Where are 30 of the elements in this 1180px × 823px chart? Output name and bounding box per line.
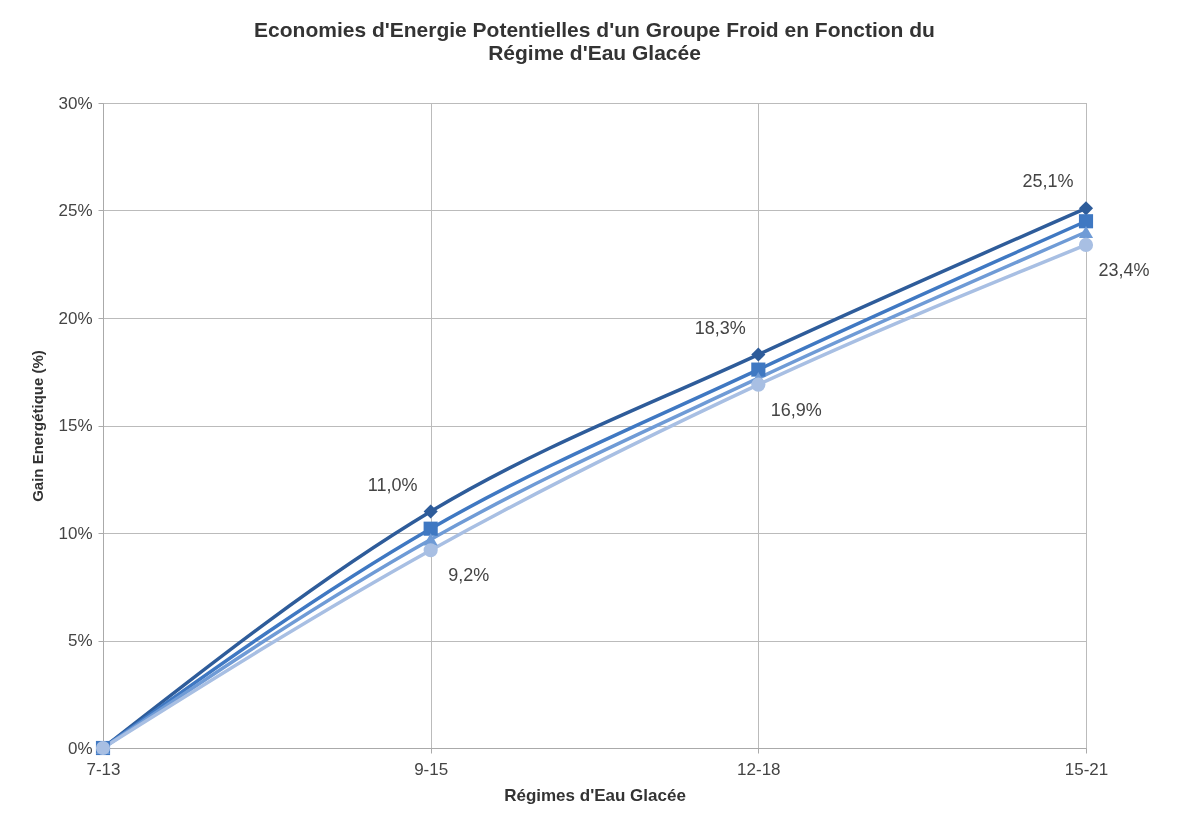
data-label: 25,1%	[1022, 171, 1074, 192]
y-tick-label: 15%	[58, 416, 93, 435]
point	[751, 347, 766, 362]
x-tick-label: 7-13	[86, 759, 121, 779]
data-label: 18,3%	[694, 317, 746, 338]
point	[423, 521, 438, 536]
data-label: 11,0%	[367, 474, 418, 495]
y-axis-title: Gain Energétique (%)	[29, 350, 47, 502]
point	[423, 543, 438, 558]
y-tick-label: 25%	[58, 201, 93, 220]
data-label: 9,2%	[448, 565, 490, 586]
data-label: 23,4%	[1098, 259, 1150, 280]
point	[1078, 237, 1094, 252]
y-tick-label: 0%	[67, 738, 93, 758]
point	[751, 362, 766, 377]
y-tick-label: 5%	[67, 631, 93, 650]
point	[423, 504, 438, 519]
y-tick-label: 30%	[58, 93, 93, 113]
chart-title: Economies d'Energie Potentielles d'un Groupe Froid en Fonction du Régime d'Eau Glacée	[254, 18, 935, 64]
point	[1078, 201, 1094, 216]
y-tick-label: 20%	[58, 308, 93, 328]
data-label: 16,9%	[770, 399, 822, 420]
point	[1078, 214, 1094, 229]
x-tick-label: 15-21	[1064, 759, 1109, 779]
x-tick-label: 9-15	[414, 759, 449, 779]
y-tick-label: 10%	[58, 523, 93, 543]
point	[1078, 225, 1094, 239]
point	[751, 377, 766, 392]
x-axis-title: Régimes d'Eau Glacée	[504, 785, 686, 805]
x-tick-label: 12-18	[737, 759, 781, 779]
